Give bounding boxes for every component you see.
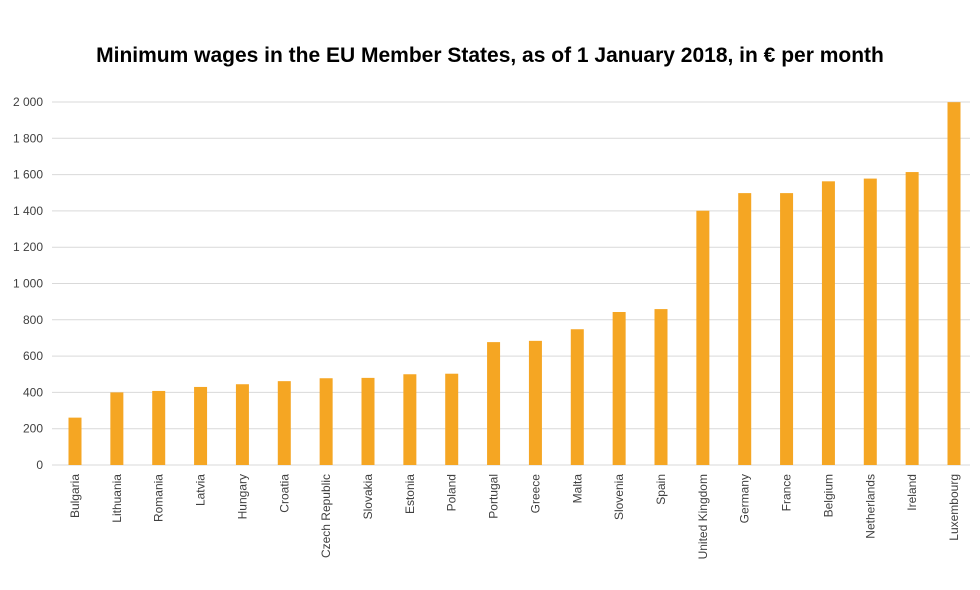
x-tick-label: Croatia [277,474,291,513]
bar-greece [528,340,542,465]
y-tick-label: 2 000 [13,95,43,109]
x-tick-label: Lithuania [110,474,124,523]
x-tick-label: Luxembourg [947,474,961,541]
bar-slovenia [612,312,626,465]
bar-latvia [194,386,208,465]
bar-portugal [487,342,501,465]
bar-luxembourg [947,102,961,466]
bar-czech-republic [319,378,333,465]
x-tick-label: Czech Republic [319,474,333,558]
bar-germany [738,193,752,466]
x-tick-label: Latvia [194,474,208,506]
bar-hungary [235,384,249,465]
gridlines [52,101,970,466]
x-tick-label: Belgium [821,474,835,517]
x-tick-label: Spain [654,474,668,505]
bar-poland [445,373,459,465]
x-tick-label: Slovakia [361,474,375,520]
x-tick-label: Malta [570,474,584,504]
y-tick-label: 1 400 [13,204,43,218]
x-tick-label: France [780,474,794,512]
bar-netherlands [863,178,877,465]
y-tick-label: 0 [36,458,43,472]
y-tick-label: 400 [23,385,43,399]
bar-france [780,193,794,466]
y-axis-tick-labels: 0 200 400 600 800 1 000 1 200 1 400 1 600 1 800 2 … [13,95,43,472]
x-tick-label: Bulgaria [68,474,82,518]
bar-united-kingdom [696,210,710,465]
bar-spain [654,309,668,465]
y-tick-label: 600 [23,349,43,363]
bar-bulgaria [68,417,82,465]
bar-slovakia [361,377,375,465]
x-tick-label: United Kingdom [696,474,710,559]
bars [68,102,961,466]
y-tick-label: 800 [23,313,43,327]
bar-belgium [821,181,835,465]
x-tick-label: Portugal [487,474,501,519]
x-tick-label: Hungary [235,474,249,519]
bar-estonia [403,374,417,465]
bar-ireland [905,172,919,465]
x-tick-label: Slovenia [612,474,626,520]
bar-lithuania [110,392,124,465]
x-tick-label: Germany [738,474,752,523]
x-tick-label: Greece [528,474,542,514]
x-tick-label: Netherlands [863,474,877,539]
x-tick-label: Romania [152,474,166,522]
bar-croatia [277,381,291,465]
x-tick-label: Estonia [403,474,417,514]
bar-romania [152,390,166,465]
x-tick-label: Poland [445,474,459,511]
y-tick-label: 1 000 [13,277,43,291]
chart-title: Minimum wages in the EU Member States, a… [96,44,884,67]
y-tick-label: 1 600 [13,168,43,182]
y-tick-label: 1 200 [13,240,43,254]
x-axis-category-labels: Bulgaria Lithuania Romania Latvia Hungary Cro… [68,474,961,560]
y-tick-label: 1 800 [13,131,43,145]
y-tick-label: 200 [23,422,43,436]
bar-malta [570,329,584,465]
x-tick-label: Ireland [905,474,919,511]
